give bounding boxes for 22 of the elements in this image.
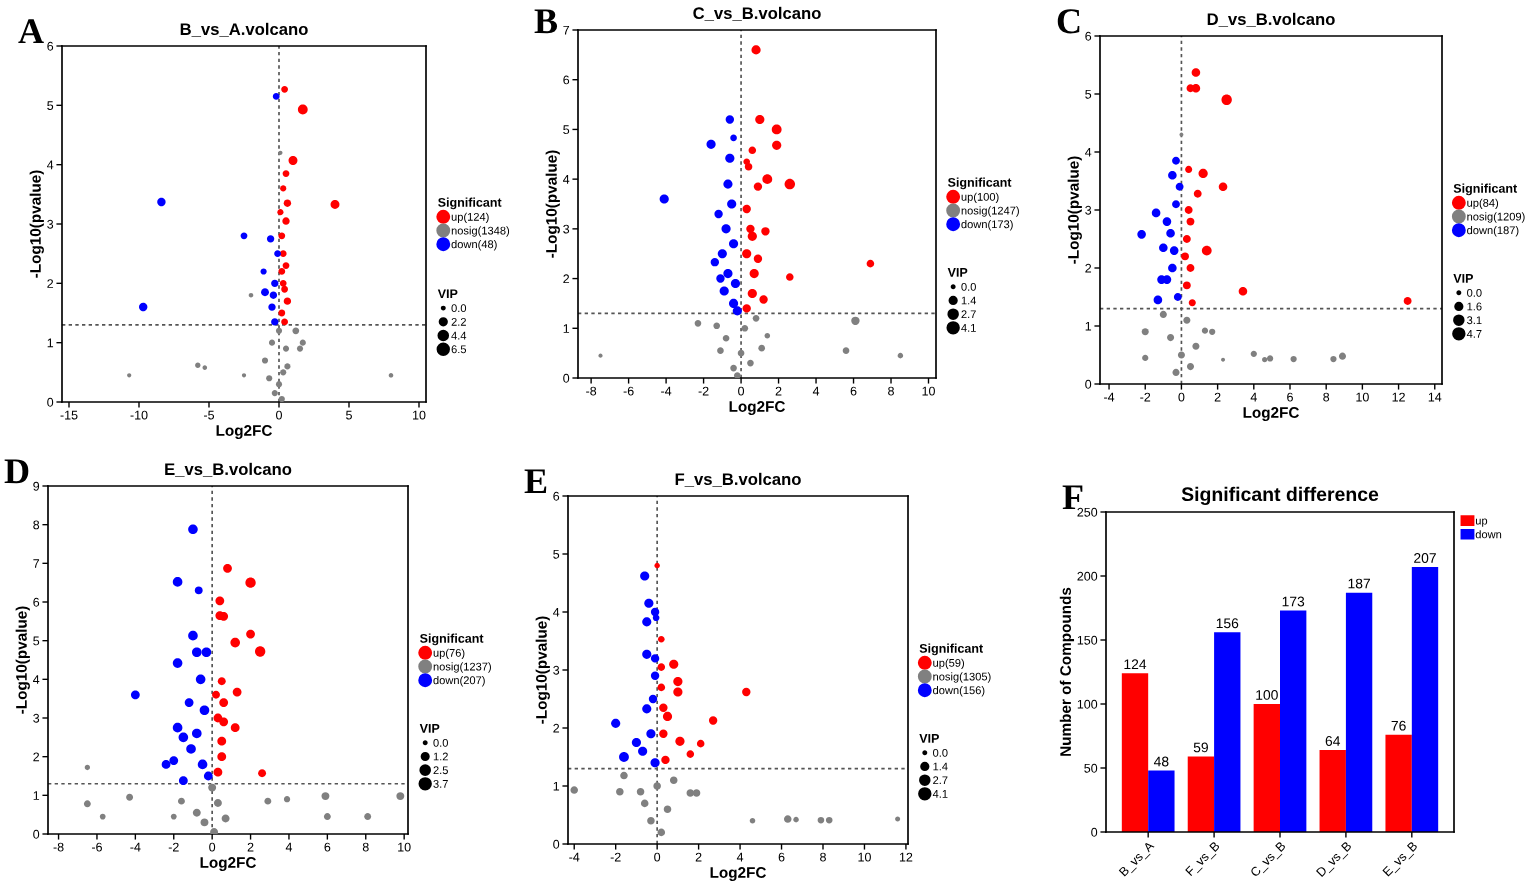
chart-title: B_vs_A.volcano — [180, 22, 308, 37]
bar — [1121, 673, 1149, 832]
text: D — [4, 459, 29, 484]
bar — [1319, 750, 1346, 832]
bar — [1411, 567, 1439, 832]
chart-title: Significant difference — [1181, 486, 1379, 506]
text: E — [524, 469, 547, 494]
bar — [1253, 704, 1280, 832]
chart-title: E_vs_B.volcano — [165, 462, 292, 477]
bar — [1214, 632, 1241, 832]
text: B — [534, 9, 558, 34]
text: C — [1057, 9, 1080, 34]
bar — [1187, 756, 1215, 832]
bar — [1385, 734, 1412, 832]
text: A — [18, 19, 44, 44]
chart-title: D_vs_B.volcano — [1207, 12, 1335, 27]
chart-title: C_vs_B.volcano — [693, 6, 821, 21]
bar — [1148, 770, 1175, 832]
text: F — [1062, 485, 1083, 510]
chart-title: F_vs_B.volcano — [675, 472, 801, 487]
bar — [1280, 610, 1307, 832]
bar — [1345, 592, 1373, 832]
